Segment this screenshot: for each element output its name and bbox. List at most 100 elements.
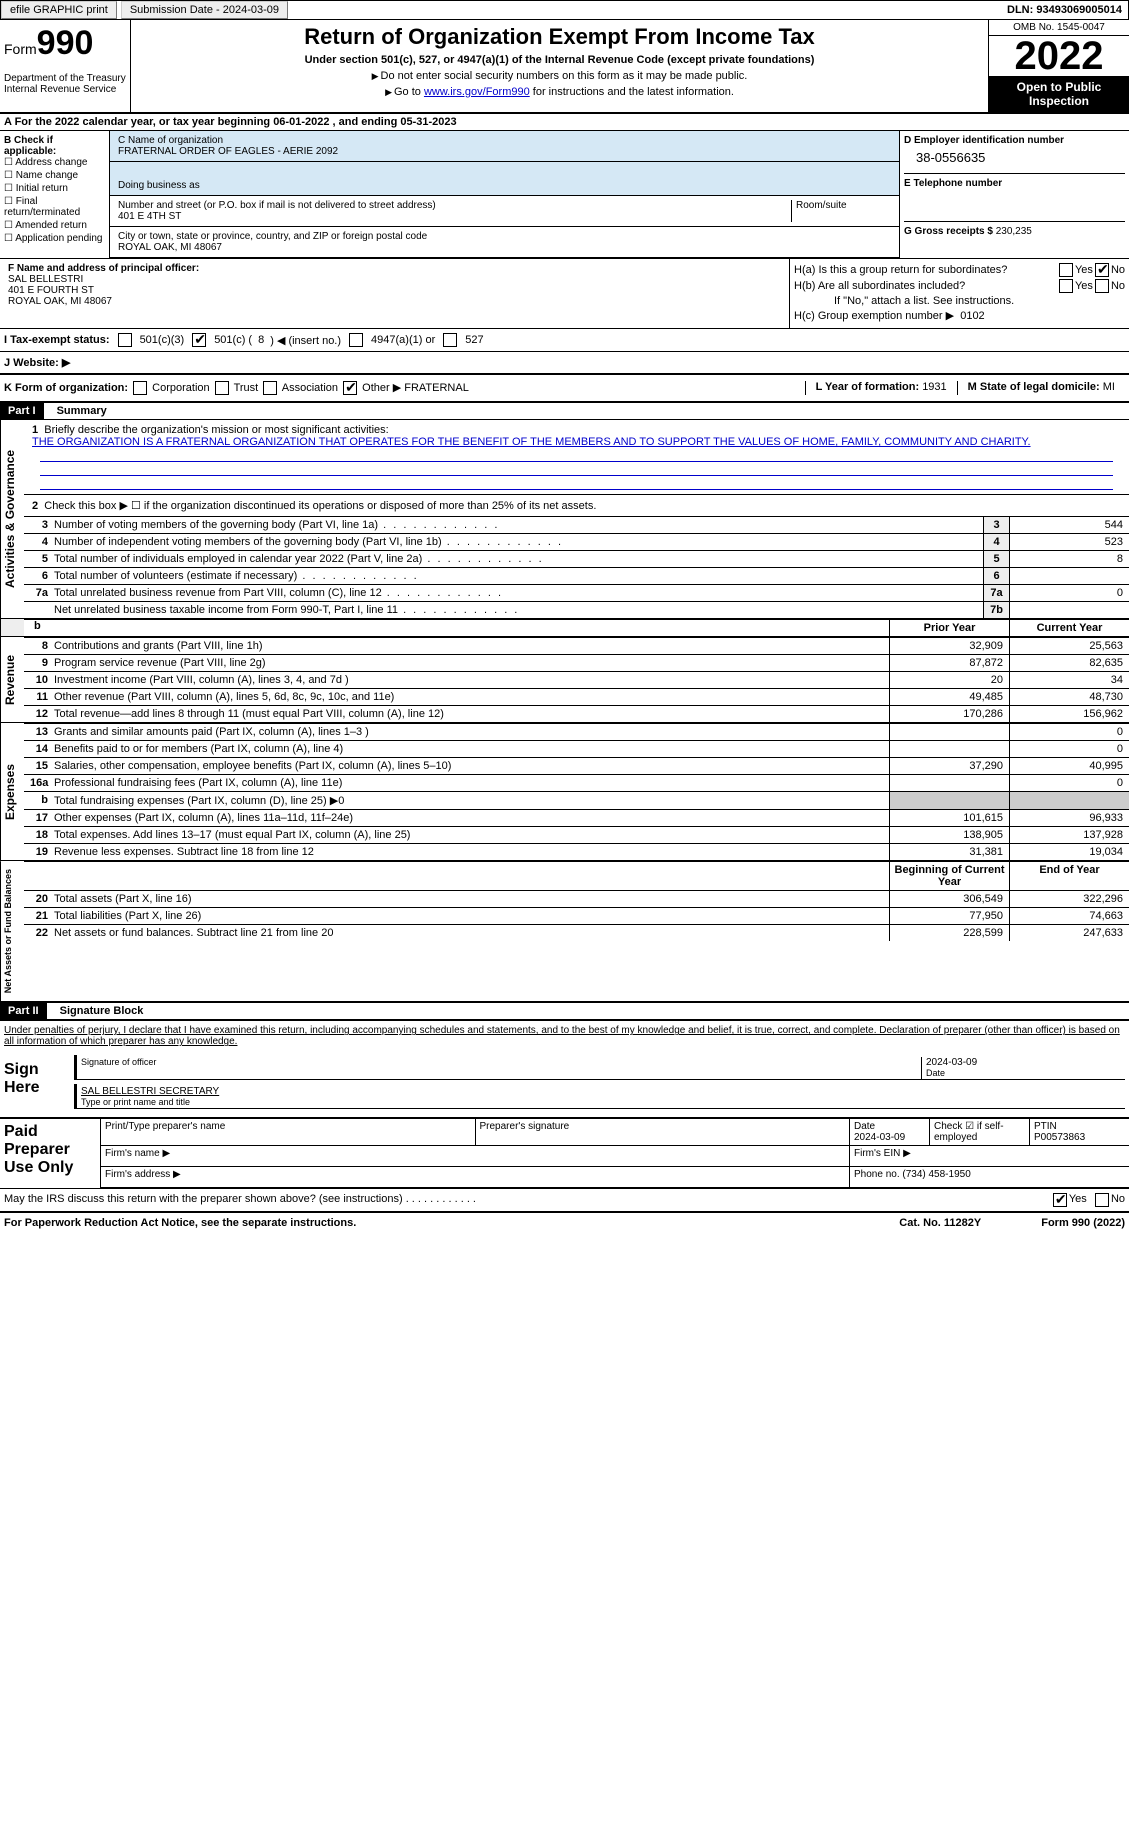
chk-501c3[interactable] bbox=[118, 333, 132, 347]
part2-title: Signature Block bbox=[50, 1005, 144, 1017]
part2-badge: Part II bbox=[0, 1003, 47, 1019]
table-row: 13Grants and similar amounts paid (Part … bbox=[24, 723, 1129, 740]
end-year-header: End of Year bbox=[1009, 862, 1129, 890]
table-row: 5Total number of individuals employed in… bbox=[24, 550, 1129, 567]
m-label: M State of legal domicile: bbox=[968, 381, 1100, 393]
instruction-2-prefix: Go to bbox=[394, 86, 424, 98]
chk-4947[interactable] bbox=[349, 333, 363, 347]
form-word: Form bbox=[4, 41, 37, 57]
vert-net-assets: Net Assets or Fund Balances bbox=[0, 861, 24, 1001]
ha-question: H(a) Is this a group return for subordin… bbox=[794, 264, 1057, 276]
firm-addr-label: Firm's address ▶ bbox=[100, 1167, 849, 1187]
501c-num: 8 bbox=[258, 334, 264, 346]
yes-label-2: Yes bbox=[1075, 280, 1093, 292]
line2-text: Check this box ▶ ☐ if the organization d… bbox=[44, 500, 596, 512]
chk-corp[interactable] bbox=[133, 381, 147, 395]
form-number: 990 bbox=[37, 24, 94, 62]
vert-spacer bbox=[0, 619, 24, 636]
chk-application-pending[interactable]: ☐ Application pending bbox=[4, 233, 105, 244]
submission-date-button[interactable]: Submission Date - 2024-03-09 bbox=[121, 1, 288, 19]
table-row: 16aProfessional fundraising fees (Part I… bbox=[24, 774, 1129, 791]
efile-print-button[interactable]: efile GRAPHIC print bbox=[1, 1, 117, 19]
chk-initial-return[interactable]: ☐ Initial return bbox=[4, 183, 105, 194]
no-label-2: No bbox=[1111, 280, 1125, 292]
print-name-label: Print/Type preparer's name bbox=[100, 1119, 475, 1145]
instruction-1: Do not enter social security numbers on … bbox=[381, 70, 748, 82]
name-label: C Name of organization bbox=[118, 135, 891, 146]
officer-label: F Name and address of principal officer: bbox=[8, 263, 781, 274]
underline-1 bbox=[40, 448, 1113, 462]
tax-exempt-row: I Tax-exempt status: 501(c)(3) 501(c) (8… bbox=[0, 329, 1129, 352]
discuss-no-checkbox[interactable] bbox=[1095, 1193, 1109, 1207]
part1-header-row: Part I Summary bbox=[0, 403, 1129, 419]
chk-527[interactable] bbox=[443, 333, 457, 347]
discuss-yes: Yes bbox=[1069, 1193, 1087, 1207]
table-row: bTotal fundraising expenses (Part IX, co… bbox=[24, 791, 1129, 809]
main-title: Return of Organization Exempt From Incom… bbox=[135, 24, 984, 50]
table-row: 7aTotal unrelated business revenue from … bbox=[24, 584, 1129, 601]
page-footer: For Paperwork Reduction Act Notice, see … bbox=[0, 1213, 1129, 1233]
section-officer-group: F Name and address of principal officer:… bbox=[0, 259, 1129, 329]
discuss-text: May the IRS discuss this return with the… bbox=[4, 1193, 403, 1205]
hb-question: H(b) Are all subordinates included? bbox=[794, 280, 1057, 292]
table-row: 9Program service revenue (Part VIII, lin… bbox=[24, 654, 1129, 671]
4947-label: 4947(a)(1) or bbox=[371, 334, 435, 346]
hb-yes-checkbox[interactable] bbox=[1059, 279, 1073, 293]
table-row: 22Net assets or fund balances. Subtract … bbox=[24, 924, 1129, 941]
hb-no-checkbox[interactable] bbox=[1095, 279, 1109, 293]
ein-value: 38-0556635 bbox=[904, 146, 1125, 165]
chk-final-return[interactable]: ☐ Final return/terminated bbox=[4, 196, 105, 218]
hc-value: 0102 bbox=[960, 310, 984, 322]
officer-print-name: SAL BELLESTRI SECRETARY bbox=[81, 1086, 219, 1097]
chk-501c-other[interactable] bbox=[192, 333, 206, 347]
table-row: 19Revenue less expenses. Subtract line 1… bbox=[24, 843, 1129, 860]
chk-amended-return[interactable]: ☐ Amended return bbox=[4, 220, 105, 231]
form-footer: Form 990 (2022) bbox=[1041, 1217, 1125, 1229]
vert-activities: Activities & Governance bbox=[0, 420, 24, 618]
chk-other[interactable] bbox=[343, 381, 357, 395]
chk-assoc[interactable] bbox=[263, 381, 277, 395]
no-label: No bbox=[1111, 264, 1125, 276]
org-name: FRATERNAL ORDER OF EAGLES - AERIE 2092 bbox=[118, 146, 891, 157]
prep-date: 2024-03-09 bbox=[854, 1132, 905, 1143]
table-row: 17Other expenses (Part IX, column (A), l… bbox=[24, 809, 1129, 826]
chk-address-change[interactable]: ☐ Address change bbox=[4, 157, 105, 168]
prep-date-label: Date bbox=[854, 1121, 875, 1132]
ha-no-checkbox[interactable] bbox=[1095, 263, 1109, 277]
chk-name-change[interactable]: ☐ Name change bbox=[4, 170, 105, 181]
date-caption: Date bbox=[926, 1068, 945, 1078]
sign-here-label: Sign Here bbox=[4, 1051, 74, 1113]
calendar-year-line: A For the 2022 calendar year, or tax yea… bbox=[0, 114, 1129, 131]
table-row: 21Total liabilities (Part X, line 26)77,… bbox=[24, 907, 1129, 924]
part2-header-row: Part II Signature Block bbox=[0, 1001, 1129, 1019]
prior-year-header: Prior Year bbox=[889, 620, 1009, 636]
underline-3 bbox=[40, 476, 1113, 490]
table-row: 15Salaries, other compensation, employee… bbox=[24, 757, 1129, 774]
table-row: 10Investment income (Part VIII, column (… bbox=[24, 671, 1129, 688]
firm-ein-label: Firm's EIN ▶ bbox=[849, 1146, 1129, 1166]
m-value: MI bbox=[1103, 381, 1115, 393]
instruction-2-suffix: for instructions and the latest informat… bbox=[530, 86, 734, 98]
501c3-label: 501(c)(3) bbox=[140, 334, 185, 346]
street-label: Number and street (or P.O. box if mail i… bbox=[118, 200, 791, 211]
table-row: 20Total assets (Part X, line 16)306,5493… bbox=[24, 890, 1129, 907]
sub-title: Under section 501(c), 527, or 4947(a)(1)… bbox=[135, 54, 984, 66]
begin-year-header: Beginning of Current Year bbox=[889, 862, 1009, 890]
irs-link[interactable]: www.irs.gov/Form990 bbox=[424, 86, 530, 98]
ha-yes-checkbox[interactable] bbox=[1059, 263, 1073, 277]
street-value: 401 E 4TH ST bbox=[118, 211, 791, 222]
self-employed-label: Check ☑ if self-employed bbox=[929, 1119, 1029, 1145]
officer-city: ROYAL OAK, MI 48067 bbox=[8, 296, 781, 307]
discuss-yes-checkbox[interactable] bbox=[1053, 1193, 1067, 1207]
gross-label: G Gross receipts $ bbox=[904, 226, 993, 237]
table-row: 4Number of independent voting members of… bbox=[24, 533, 1129, 550]
discuss-no: No bbox=[1111, 1193, 1125, 1207]
k-label: K Form of organization: bbox=[4, 382, 128, 394]
chk-trust[interactable] bbox=[215, 381, 229, 395]
form-of-org-row: K Form of organization: Corporation Trus… bbox=[0, 375, 1129, 403]
table-row: 6Total number of volunteers (estimate if… bbox=[24, 567, 1129, 584]
line1-label: Briefly describe the organization's miss… bbox=[44, 424, 388, 436]
gross-value: 230,235 bbox=[996, 226, 1032, 237]
dba-label: Doing business as bbox=[110, 162, 899, 196]
501c-post: ) ◀ (insert no.) bbox=[270, 334, 341, 347]
